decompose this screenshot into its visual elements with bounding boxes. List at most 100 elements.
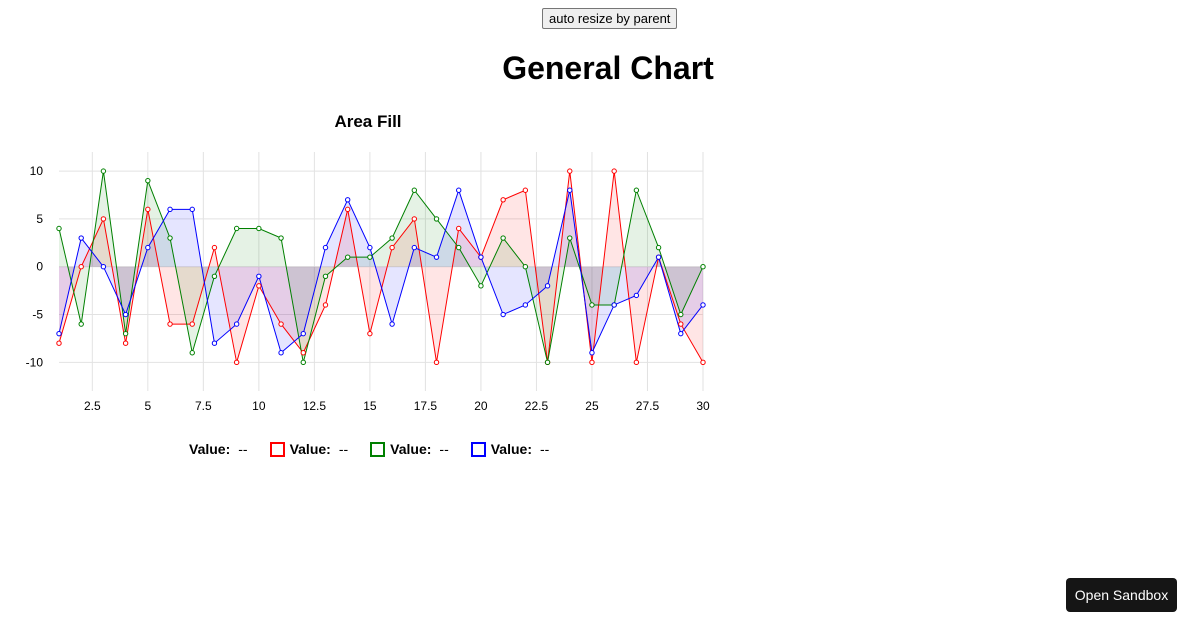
data-point xyxy=(189,321,195,327)
data-point xyxy=(145,177,151,184)
data-point xyxy=(278,321,284,327)
chart-legend: Value: -- Value: -- Value: -- Value: -- xyxy=(189,441,571,457)
x-tick-label: 12.5 xyxy=(303,399,327,413)
area-fills xyxy=(59,171,703,363)
area-fill xyxy=(59,171,703,363)
data-point xyxy=(189,206,195,213)
data-point xyxy=(589,350,595,356)
data-point xyxy=(344,206,351,213)
data-point xyxy=(655,254,662,260)
series-line xyxy=(58,171,704,363)
data-point xyxy=(478,283,484,289)
data-point xyxy=(678,321,684,327)
data-point xyxy=(122,340,129,346)
data-point xyxy=(278,350,284,356)
data-point xyxy=(278,235,284,241)
legend-swatch xyxy=(370,441,386,457)
data-point xyxy=(433,216,440,222)
data-point xyxy=(367,254,373,260)
data-point xyxy=(700,359,706,366)
data-point xyxy=(100,168,107,174)
data-point xyxy=(78,264,84,270)
data-point xyxy=(344,254,351,260)
data-point xyxy=(211,244,218,251)
legend-item[interactable]: Value: -- xyxy=(370,441,449,457)
data-point xyxy=(167,321,173,327)
area-fill-chart: Area Fill 2.5 5 7.5 10 12.5 15 17.5 20 22.5 25 27.… xyxy=(26,112,710,413)
data-point xyxy=(56,330,62,337)
data-point xyxy=(256,273,262,279)
data-point xyxy=(211,340,218,346)
y-axis-ticks: 10 5 0 -5 -10 xyxy=(26,164,44,369)
data-point xyxy=(700,264,706,270)
legend-key: Value: xyxy=(390,441,432,457)
data-point xyxy=(189,350,195,356)
data-point xyxy=(456,244,462,251)
data-point xyxy=(233,225,240,232)
data-point xyxy=(544,283,551,289)
y-tick-label: -10 xyxy=(26,355,44,369)
data-point xyxy=(678,311,684,318)
legend-value: -- xyxy=(439,441,449,457)
data-point xyxy=(211,273,218,279)
data-point xyxy=(233,321,240,327)
data-point xyxy=(700,302,706,308)
page-title: General Chart xyxy=(502,50,714,86)
series-line xyxy=(58,188,704,355)
data-point xyxy=(322,244,329,251)
data-point xyxy=(167,235,173,241)
data-point xyxy=(100,264,107,270)
area-fill xyxy=(59,171,703,363)
legend-key: Value: xyxy=(189,441,231,457)
x-tick-label: 15 xyxy=(363,399,377,413)
legend-value: -- xyxy=(539,441,550,457)
auto-resize-button[interactable]: auto resize by parent xyxy=(542,8,678,29)
x-tick-label: 25 xyxy=(585,399,599,413)
x-tick-label: 7.5 xyxy=(195,399,212,413)
data-point xyxy=(478,254,484,260)
data-point xyxy=(233,359,240,366)
data-point xyxy=(78,235,84,241)
data-point xyxy=(411,216,418,222)
x-tick-label: 10 xyxy=(252,399,266,413)
legend-item[interactable]: Value: -- xyxy=(189,441,248,457)
data-point xyxy=(367,330,373,337)
data-point xyxy=(100,216,107,222)
x-tick-label: 27.5 xyxy=(636,399,660,413)
legend-value: -- xyxy=(338,441,349,457)
data-point xyxy=(567,187,573,193)
data-point xyxy=(411,187,418,193)
x-tick-label: 20 xyxy=(474,399,488,413)
data-point xyxy=(367,244,373,251)
x-tick-label: 5 xyxy=(144,399,151,413)
series-lines xyxy=(58,171,704,363)
data-point xyxy=(256,283,262,289)
open-sandbox-button[interactable]: Open Sandbox xyxy=(1066,578,1177,612)
data-point xyxy=(322,273,329,279)
chart-grid xyxy=(59,152,704,391)
legend-value: -- xyxy=(238,441,248,457)
data-point xyxy=(56,225,62,232)
x-tick-label: 30 xyxy=(696,399,710,413)
x-tick-label: 22.5 xyxy=(525,399,549,413)
legend-item[interactable]: Value: -- xyxy=(470,441,550,457)
data-point xyxy=(500,235,506,241)
series-points xyxy=(56,168,706,366)
data-point xyxy=(567,235,573,241)
y-tick-label: -5 xyxy=(32,308,43,322)
data-point xyxy=(56,340,62,346)
y-tick-label: 5 xyxy=(36,212,43,226)
series-line xyxy=(58,171,704,363)
data-point xyxy=(522,187,529,193)
data-point xyxy=(522,302,529,308)
data-point xyxy=(611,302,617,308)
y-tick-label: 0 xyxy=(36,260,43,274)
data-point xyxy=(389,235,395,241)
data-point xyxy=(611,168,617,174)
data-point xyxy=(544,359,551,366)
data-point xyxy=(344,197,351,203)
data-point xyxy=(655,244,662,251)
data-point xyxy=(589,302,595,308)
legend-item[interactable]: Value: -- xyxy=(269,441,349,457)
data-point xyxy=(433,359,440,366)
